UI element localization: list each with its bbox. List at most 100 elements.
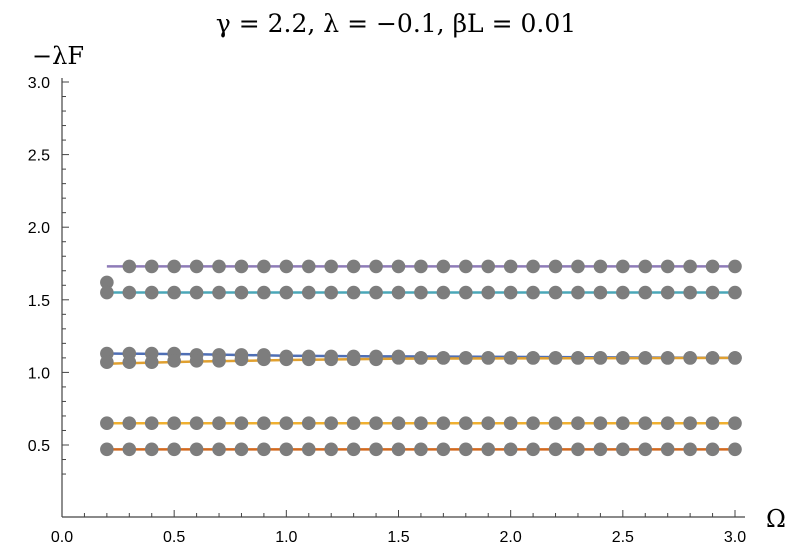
data-point bbox=[257, 285, 271, 300]
data-point bbox=[301, 285, 316, 300]
data-point bbox=[459, 285, 473, 300]
data-point bbox=[324, 416, 339, 431]
data-point bbox=[122, 355, 137, 370]
data-point bbox=[122, 259, 137, 274]
data-point bbox=[100, 285, 114, 300]
data-point bbox=[301, 352, 316, 367]
data-point bbox=[728, 259, 742, 274]
data-point bbox=[728, 442, 742, 457]
data-point bbox=[660, 442, 675, 457]
data-point bbox=[144, 442, 159, 457]
data-point bbox=[638, 442, 653, 457]
data-point bbox=[705, 442, 720, 457]
data-point bbox=[212, 353, 226, 368]
data-point bbox=[346, 285, 361, 300]
data-point bbox=[436, 285, 451, 300]
data-point bbox=[593, 285, 608, 300]
data-point bbox=[481, 259, 496, 274]
data-point bbox=[593, 442, 608, 457]
data-point bbox=[593, 416, 608, 431]
data-point bbox=[436, 442, 451, 457]
data-point bbox=[548, 416, 563, 431]
data-point bbox=[683, 259, 697, 274]
data-point bbox=[324, 259, 339, 274]
data-point bbox=[369, 285, 383, 300]
data-point bbox=[346, 442, 361, 457]
data-point bbox=[683, 351, 697, 365]
data-point bbox=[100, 275, 114, 290]
data-point bbox=[481, 416, 496, 431]
data-point bbox=[212, 442, 226, 457]
data-point bbox=[638, 351, 653, 365]
x-tick-label: 3.0 bbox=[724, 529, 746, 546]
data-point bbox=[414, 259, 428, 274]
data-point bbox=[436, 416, 451, 431]
y-axis-label: −λF bbox=[32, 42, 84, 70]
data-point bbox=[212, 259, 226, 274]
data-point bbox=[189, 416, 204, 431]
data-point bbox=[279, 416, 294, 431]
data-point bbox=[369, 442, 383, 457]
data-point bbox=[728, 285, 742, 300]
y-tick-label: 2.5 bbox=[28, 148, 50, 165]
data-point bbox=[144, 355, 159, 370]
data-point bbox=[189, 259, 204, 274]
data-point bbox=[459, 416, 473, 431]
svg-text:−λF: −λF bbox=[32, 42, 84, 70]
data-point bbox=[301, 259, 316, 274]
data-point bbox=[616, 259, 630, 274]
data-point bbox=[616, 285, 630, 300]
data-point bbox=[436, 351, 451, 365]
data-point bbox=[144, 285, 159, 300]
data-point bbox=[279, 352, 294, 367]
data-point bbox=[660, 285, 675, 300]
data-point bbox=[257, 259, 271, 274]
data-point bbox=[526, 285, 540, 300]
x-tick-label: 2.5 bbox=[612, 529, 634, 546]
data-point bbox=[257, 416, 271, 431]
data-point bbox=[705, 285, 720, 300]
x-tick-label: 1.5 bbox=[387, 529, 409, 546]
data-point bbox=[638, 259, 653, 274]
data-point bbox=[683, 416, 697, 431]
data-point bbox=[100, 416, 114, 431]
data-point bbox=[234, 416, 249, 431]
x-tick-label: 2.0 bbox=[500, 529, 522, 546]
data-point bbox=[100, 442, 114, 457]
data-point bbox=[122, 442, 137, 457]
data-point bbox=[526, 416, 540, 431]
data-point bbox=[705, 416, 720, 431]
data-point bbox=[571, 285, 585, 300]
data-point bbox=[593, 351, 608, 365]
data-point bbox=[548, 442, 563, 457]
data-point bbox=[324, 352, 339, 367]
y-tick-label: 1.0 bbox=[28, 365, 50, 382]
data-point bbox=[369, 352, 383, 367]
data-point bbox=[167, 285, 181, 300]
axes: 0.0 0.5 1.0 1.5 2.0 2.5 3.0 0.5 1.0 1.5 2.0 2.5 3.0 bbox=[28, 75, 746, 546]
data-point bbox=[234, 442, 249, 457]
data-point bbox=[414, 442, 428, 457]
data-point bbox=[167, 259, 181, 274]
data-point bbox=[616, 442, 630, 457]
data-point bbox=[548, 259, 563, 274]
data-point bbox=[660, 351, 675, 365]
data-point bbox=[481, 351, 496, 365]
data-point bbox=[212, 416, 226, 431]
data-point bbox=[144, 259, 159, 274]
chart-title: γ = 2.2, λ = −0.1, βL = 0.01 bbox=[216, 9, 576, 38]
data-point bbox=[301, 416, 316, 431]
data-point bbox=[189, 442, 204, 457]
data-point bbox=[279, 259, 294, 274]
data-point bbox=[100, 355, 114, 370]
data-point bbox=[279, 442, 294, 457]
data-point bbox=[728, 416, 742, 431]
data-point bbox=[324, 442, 339, 457]
data-point bbox=[212, 285, 226, 300]
data-point bbox=[503, 416, 518, 431]
data-point bbox=[571, 442, 585, 457]
data-point bbox=[728, 351, 742, 365]
data-point bbox=[369, 259, 383, 274]
x-axis-label: Ω bbox=[766, 505, 786, 533]
data-point bbox=[346, 259, 361, 274]
